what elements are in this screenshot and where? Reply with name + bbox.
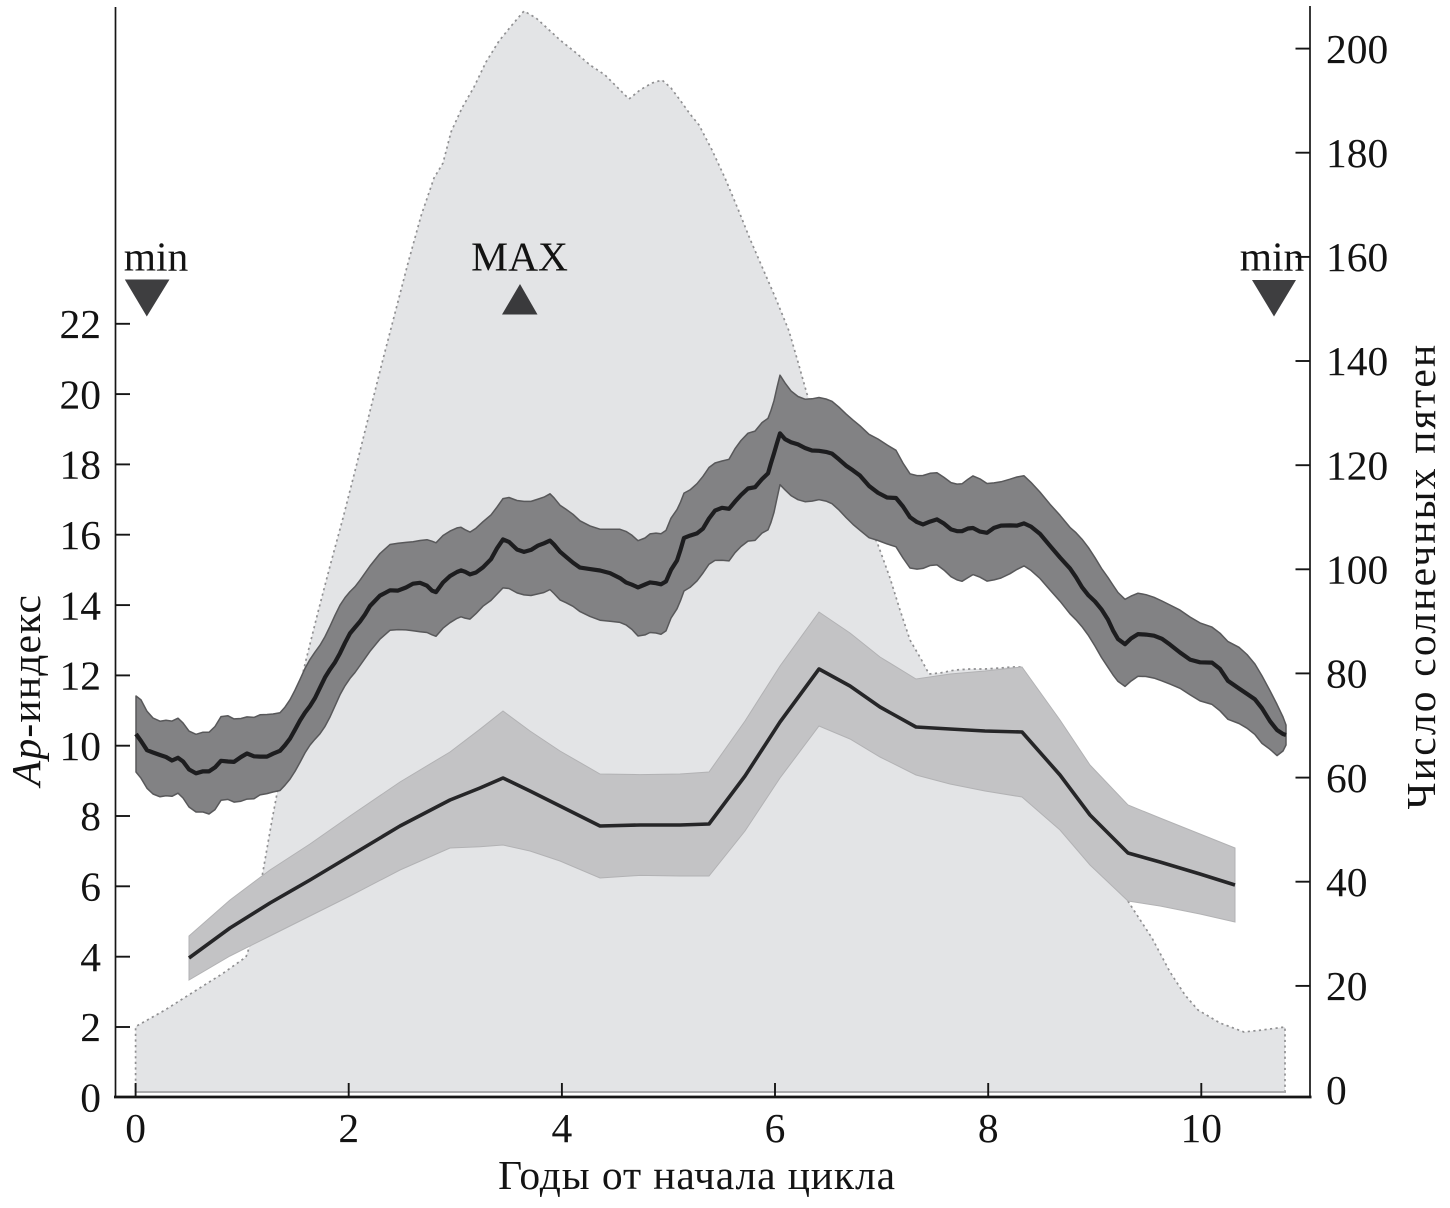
svg-text:min: min (124, 234, 189, 280)
svg-text:Число солнечных пятен: Число солнечных пятен (1398, 343, 1444, 810)
svg-text:4: 4 (80, 934, 101, 980)
svg-text:180: 180 (1326, 130, 1388, 176)
svg-text:6: 6 (765, 1105, 786, 1151)
svg-text:10: 10 (1181, 1105, 1223, 1151)
svg-text:2: 2 (80, 1004, 101, 1050)
svg-text:Годы от начала цикла: Годы от начала цикла (498, 1152, 896, 1198)
svg-text:160: 160 (1326, 234, 1388, 280)
svg-text:6: 6 (80, 864, 101, 910)
svg-text:20: 20 (1326, 963, 1368, 1009)
svg-text:10: 10 (60, 723, 102, 769)
svg-text:40: 40 (1326, 859, 1368, 905)
svg-text:0: 0 (1326, 1067, 1347, 1113)
svg-text:0: 0 (80, 1075, 101, 1121)
svg-text:60: 60 (1326, 755, 1368, 801)
svg-text:100: 100 (1326, 547, 1388, 593)
svg-text:16: 16 (60, 512, 102, 558)
svg-text:14: 14 (60, 582, 102, 628)
svg-text:140: 140 (1326, 338, 1388, 384)
svg-text:Ap-индекс: Ap-индекс (3, 594, 49, 789)
svg-text:2: 2 (338, 1105, 359, 1151)
svg-text:200: 200 (1326, 26, 1388, 72)
svg-text:80: 80 (1326, 651, 1368, 697)
svg-text:0: 0 (125, 1105, 146, 1151)
svg-text:22: 22 (60, 301, 102, 347)
svg-text:8: 8 (80, 793, 101, 839)
svg-text:8: 8 (978, 1105, 999, 1151)
svg-text:min: min (1240, 234, 1305, 280)
svg-text:MAX: MAX (471, 234, 568, 280)
svg-text:120: 120 (1326, 442, 1388, 488)
svg-text:18: 18 (60, 442, 102, 488)
svg-text:20: 20 (60, 371, 102, 417)
svg-text:12: 12 (60, 653, 102, 699)
svg-text:4: 4 (552, 1105, 573, 1151)
